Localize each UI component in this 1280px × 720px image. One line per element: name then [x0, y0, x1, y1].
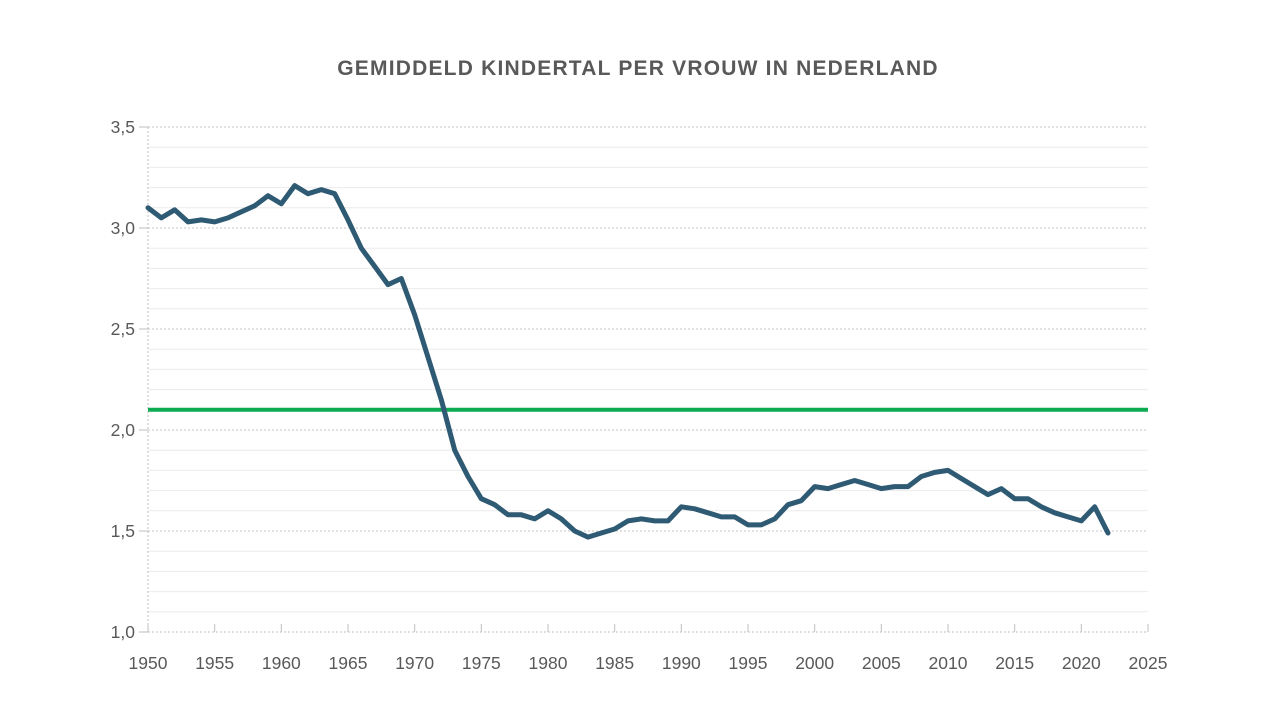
y-tick-label: 3,5	[111, 117, 135, 137]
x-tick-label: 2020	[1062, 653, 1101, 673]
x-tick-label: 1955	[195, 653, 234, 673]
fertility-line	[145, 183, 1111, 540]
x-tick-label: 2015	[995, 653, 1034, 673]
x-tick-label: 2025	[1129, 653, 1168, 673]
x-tick-label: 1960	[262, 653, 301, 673]
chart-title: GEMIDDELD KINDERTAL PER VROUW IN NEDERLA…	[337, 57, 939, 80]
x-tick-label: 1965	[329, 653, 368, 673]
x-tick-label: 2005	[862, 653, 901, 673]
x-tick-label: 1990	[662, 653, 701, 673]
x-tick-label: 1995	[729, 653, 768, 673]
y-tick-label: 1,0	[111, 622, 136, 642]
y-tick-label: 3,0	[111, 218, 136, 238]
y-tick-label: 1,5	[111, 521, 135, 541]
x-tick-label: 1985	[595, 653, 634, 673]
x-tick-label: 1980	[529, 653, 568, 673]
x-tick-label: 1950	[129, 653, 168, 673]
x-tick-label: 1970	[395, 653, 434, 673]
x-tick-label: 2010	[929, 653, 968, 673]
x-tick-label: 2000	[795, 653, 834, 673]
y-tick-label: 2,5	[111, 319, 135, 339]
y-tick-label: 2,0	[111, 420, 136, 440]
x-tick-label: 1975	[462, 653, 501, 673]
